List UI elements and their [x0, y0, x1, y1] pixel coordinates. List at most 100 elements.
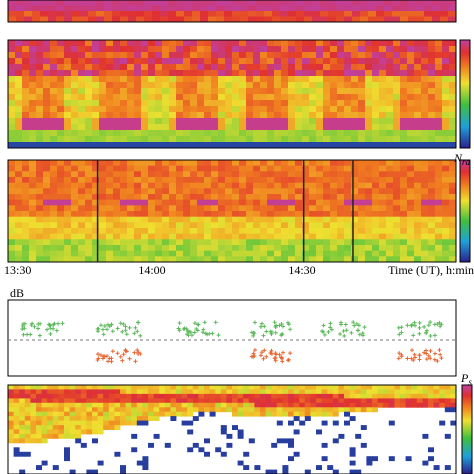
cell: [209, 411, 216, 417]
cell: [190, 256, 198, 263]
cell: [36, 233, 44, 240]
cell: [183, 64, 191, 71]
cell: [302, 40, 310, 47]
cell: [281, 124, 289, 131]
cell: [295, 250, 303, 257]
cell: [75, 411, 82, 417]
cell: [414, 94, 422, 101]
cell: [64, 88, 72, 95]
cell: [78, 124, 86, 131]
cell: [330, 136, 338, 143]
cell: [86, 407, 93, 413]
cell: [323, 245, 331, 252]
cell: [414, 256, 422, 263]
cell: [232, 16, 241, 23]
cell: [428, 211, 436, 218]
cell: [225, 52, 233, 59]
cell: [75, 385, 82, 390]
cell: [442, 46, 450, 53]
cell: [344, 194, 352, 201]
cell: [108, 416, 115, 421]
cell: [358, 112, 366, 119]
cell: [13, 385, 20, 390]
cell: [169, 216, 177, 223]
cell: [421, 245, 429, 252]
cell: [134, 124, 142, 131]
cell: [360, 442, 367, 448]
cell: [295, 142, 303, 149]
cell: [141, 256, 149, 263]
cell: [392, 5, 401, 12]
cell: [449, 118, 457, 125]
cell: [218, 256, 226, 263]
cell: [218, 124, 226, 131]
cell: [400, 385, 406, 390]
cell: [141, 165, 149, 172]
cell: [92, 425, 98, 430]
cell: [176, 106, 184, 113]
cell: [281, 233, 289, 240]
cell: [337, 199, 345, 206]
cell: [50, 177, 58, 184]
cell: [428, 233, 436, 240]
cell: [162, 194, 170, 201]
cell: [246, 64, 254, 71]
cell: [383, 398, 390, 404]
cell: [41, 407, 48, 413]
cell: [400, 94, 408, 101]
cell: [71, 205, 79, 212]
cell: [155, 177, 163, 184]
cell: [328, 0, 337, 6]
cell: [120, 199, 128, 206]
cell: [72, 5, 81, 12]
cell: [78, 142, 86, 149]
cell: [407, 165, 415, 172]
cell: [414, 136, 422, 143]
cell: [243, 451, 250, 457]
cell: [276, 438, 283, 444]
cell: [197, 233, 205, 240]
cell: [442, 250, 450, 257]
cell: [237, 402, 244, 408]
cell: [162, 256, 170, 263]
cell: [127, 177, 135, 184]
cell: [197, 106, 205, 113]
cell: [393, 46, 401, 53]
cell: [386, 94, 394, 101]
cell: [57, 182, 65, 189]
cell: [246, 222, 254, 229]
cell: [253, 94, 261, 101]
cell: [246, 112, 254, 119]
subscript: ra: [462, 157, 471, 167]
cell: [41, 425, 48, 430]
cell: [64, 52, 72, 59]
cell: [377, 402, 384, 408]
cell: [211, 250, 219, 257]
cell: [435, 142, 443, 149]
cell: [92, 256, 100, 263]
cell: [8, 100, 16, 107]
cell: [435, 165, 443, 172]
cell: [125, 398, 132, 404]
cell: [428, 228, 436, 235]
cell: [358, 118, 366, 125]
cell: [428, 216, 436, 223]
cell: [330, 233, 338, 240]
cell: [400, 58, 408, 65]
cell: [57, 136, 65, 143]
cell: [274, 130, 282, 137]
cell: [260, 70, 268, 77]
cell: [393, 165, 401, 172]
cell: [22, 245, 30, 252]
cell: [337, 88, 345, 95]
cell: [92, 136, 100, 143]
cell: [114, 385, 121, 390]
cell: [148, 222, 156, 229]
cell: [442, 239, 450, 246]
cell: [232, 411, 238, 417]
cell: [239, 182, 247, 189]
cell: [281, 100, 289, 107]
cell: [58, 429, 65, 435]
cell: [192, 416, 199, 421]
cell: [71, 256, 79, 263]
